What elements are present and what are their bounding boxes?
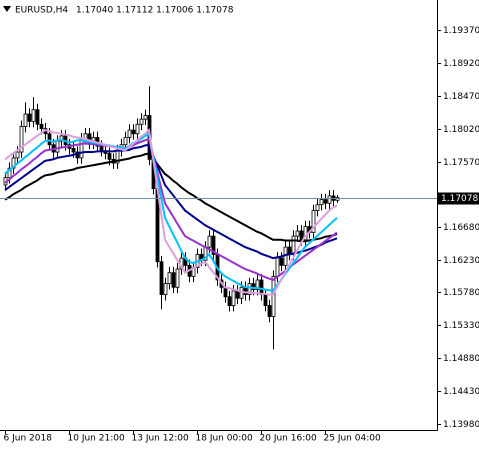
y-tick-label: 1.13980 — [443, 420, 479, 430]
moving-average-line — [4, 143, 338, 260]
candle-body — [127, 129, 132, 138]
candle-body — [27, 113, 32, 122]
candle-body — [175, 268, 180, 288]
x-tick-label: 10 Jun 21:00 — [68, 434, 125, 444]
y-tick-label: 1.17570 — [443, 158, 479, 168]
candle-body — [327, 195, 332, 204]
y-tick-label: 1.16230 — [443, 256, 479, 266]
candle-body — [295, 230, 300, 237]
candle-body — [279, 257, 284, 266]
x-tick-label: 13 Jun 12:00 — [132, 434, 189, 444]
y-tick-label: 1.15330 — [443, 321, 479, 331]
candle-body — [231, 290, 236, 306]
candle-body — [323, 199, 328, 204]
candle-body — [207, 235, 212, 248]
candle-body — [255, 279, 260, 290]
candle-body — [131, 129, 136, 135]
candle-body — [235, 290, 240, 299]
y-tick-label: 1.14430 — [443, 387, 479, 397]
candle-body — [31, 109, 36, 122]
candle-body — [263, 294, 268, 306]
candle-body — [55, 140, 60, 153]
candle-body — [143, 115, 148, 120]
candle-body — [247, 283, 252, 296]
x-tick-label: 6 Jun 2018 — [4, 434, 53, 444]
y-tick-label: 1.18920 — [443, 59, 479, 69]
candle-body — [75, 151, 80, 159]
candle-body — [271, 275, 276, 317]
candle-body — [223, 286, 228, 298]
candle-body — [275, 257, 280, 277]
candle-body — [39, 123, 44, 130]
candle-body — [167, 272, 172, 285]
candle-body — [47, 133, 52, 146]
candle-body — [267, 305, 272, 317]
candle-body — [123, 137, 128, 146]
x-tick-label: 20 Jun 16:00 — [260, 434, 317, 444]
candle-body — [19, 126, 24, 153]
candle-body — [163, 283, 168, 296]
candle-body — [23, 113, 28, 127]
price-label-box — [438, 192, 479, 205]
x-tick-label: 25 Jun 04:00 — [324, 434, 381, 444]
candle-body — [59, 135, 64, 142]
candle-body — [171, 272, 176, 288]
candle-body — [311, 210, 316, 233]
candle-body — [135, 123, 140, 135]
candle-body — [7, 167, 12, 179]
candle-body — [251, 283, 256, 290]
candle-body — [319, 199, 324, 206]
y-tick-label: 1.15780 — [443, 288, 479, 298]
y-tick-label: 1.16680 — [443, 223, 479, 233]
moving-average-line — [4, 128, 338, 296]
candle-body — [243, 286, 248, 296]
chart-title: EURUSD,H4 — [15, 6, 68, 16]
y-tick-label: 1.19370 — [443, 26, 479, 36]
candle-body — [79, 138, 84, 159]
candle-body — [15, 151, 20, 159]
candle-body — [159, 261, 164, 296]
candle-body — [227, 296, 232, 306]
candle-body — [35, 109, 40, 125]
candle-body — [259, 279, 264, 296]
candle-body — [315, 204, 320, 211]
moving-average-line — [4, 152, 338, 243]
chart-subtitle: 1.17040 1.17112 1.17006 1.17078 — [76, 6, 234, 16]
y-tick-label: 1.18020 — [443, 125, 479, 135]
moving-average-line — [4, 137, 338, 282]
price-label: 1.17078 — [441, 194, 478, 204]
menu-arrow[interactable] — [3, 6, 11, 12]
candle-body — [291, 235, 296, 255]
y-tick-label: 1.18470 — [443, 92, 479, 102]
candle-body — [299, 230, 304, 241]
candle-body — [99, 145, 104, 151]
x-tick-label: 18 Jun 00:00 — [196, 434, 253, 444]
candle-body — [139, 118, 144, 125]
candle-body — [211, 235, 216, 255]
candle-body — [107, 153, 112, 160]
y-tick-label: 1.14880 — [443, 354, 479, 364]
candle-body — [71, 148, 76, 153]
